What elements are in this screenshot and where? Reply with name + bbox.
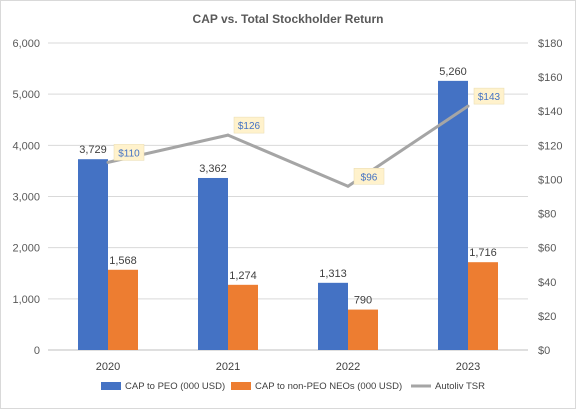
- bar-data-label: 5,260: [439, 66, 467, 78]
- bar: [198, 177, 228, 350]
- tsr-point: [106, 160, 110, 164]
- right-tick-label: $60: [538, 243, 556, 255]
- bar-data-label: 1,568: [109, 255, 137, 267]
- tsr-label-box: [473, 87, 505, 105]
- tsr-data-label: $126: [238, 121, 261, 132]
- bar: [438, 80, 468, 350]
- bar-data-label: 3,729: [79, 144, 107, 156]
- tsr-point: [346, 184, 350, 188]
- bars: [78, 80, 498, 350]
- left-tick-label: 4,000: [12, 140, 40, 152]
- bar: [348, 309, 378, 350]
- tsr-label-box: [353, 168, 385, 185]
- x-axis: 2020 2021 2022 2023: [96, 361, 480, 373]
- bar: [318, 282, 348, 350]
- legend-label: CAP to PEO (000 USD): [125, 381, 225, 392]
- right-tick-label: $140: [538, 106, 562, 118]
- right-tick-label: $0: [538, 345, 550, 357]
- left-tick-label: 5,000: [12, 89, 40, 101]
- tsr-label-box: [113, 144, 145, 161]
- x-tick-label: 2020: [96, 361, 120, 373]
- legend-swatch: [101, 382, 121, 390]
- legend-label: Autoliv TSR: [435, 381, 485, 392]
- bar: [78, 159, 108, 350]
- right-tick-label: $40: [538, 277, 556, 289]
- right-tick-label: $180: [538, 38, 562, 50]
- bar-data-label: 790: [354, 295, 372, 307]
- tsr-point: [226, 133, 230, 137]
- x-tick-label: 2023: [456, 361, 480, 373]
- bar-data-label: 1,274: [229, 270, 257, 282]
- bar: [228, 284, 258, 350]
- left-tick-label: 2,000: [12, 243, 40, 255]
- x-tick-label: 2021: [216, 361, 240, 373]
- right-tick-label: $20: [538, 311, 556, 323]
- left-tick-label: 1,000: [12, 294, 40, 306]
- tsr-label-box: [233, 116, 265, 134]
- right-axis: $0 $20 $40 $60 $80 $100 $120 $140 $160 $180: [538, 38, 562, 357]
- tsr-line-path: [107, 104, 469, 188]
- left-axis: 0 1,000 2,000 3,000 4,000 5,000 6,000: [12, 38, 40, 357]
- bar-data-label: 1,716: [469, 247, 497, 259]
- chart-title: CAP vs. Total Stockholder Return: [193, 12, 384, 26]
- bar: [468, 262, 498, 350]
- tsr-point: [466, 104, 470, 108]
- tsr-data-label: $96: [361, 172, 378, 183]
- x-tick-label: 2022: [336, 361, 360, 373]
- legend-swatch: [231, 382, 251, 390]
- tsr-data-label: $143: [478, 92, 501, 103]
- tsr-line: [106, 104, 470, 188]
- bar-data-label: 3,362: [199, 163, 227, 175]
- left-tick-label: 0: [34, 345, 40, 357]
- bar-data-label: 1,313: [319, 268, 347, 280]
- tsr-data-label: $110: [118, 148, 140, 159]
- right-tick-label: $160: [538, 72, 562, 84]
- legend: CAP to PEO (000 USD) CAP to non-PEO NEOs …: [101, 381, 485, 392]
- left-tick-label: 3,000: [12, 192, 40, 204]
- right-tick-label: $120: [538, 140, 562, 152]
- data-labels: 3,729 1,568 3,362 1,274 1,313 790 5,260 1,716 $1…: [79, 66, 505, 307]
- bar: [108, 269, 138, 350]
- left-tick-label: 6,000: [12, 38, 40, 50]
- right-tick-label: $80: [538, 209, 556, 221]
- legend-label: CAP to non-PEO NEOs (000 USD): [255, 381, 402, 392]
- right-tick-label: $100: [538, 174, 562, 186]
